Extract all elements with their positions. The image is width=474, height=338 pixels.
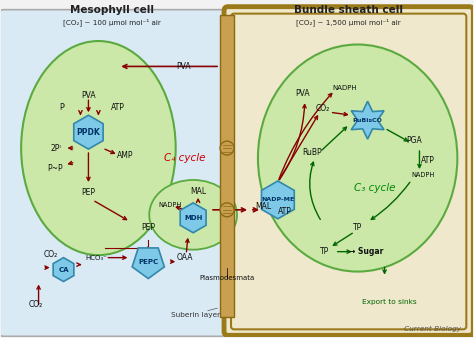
Polygon shape <box>53 258 74 282</box>
Text: CO₂: CO₂ <box>44 250 58 259</box>
Text: PVA: PVA <box>81 91 96 100</box>
Text: PEPC: PEPC <box>138 259 158 265</box>
Text: Plasmodesmata: Plasmodesmata <box>200 274 255 281</box>
Text: PGA: PGA <box>407 136 422 145</box>
Text: MDH: MDH <box>184 215 202 221</box>
Text: PEP: PEP <box>141 223 155 232</box>
Polygon shape <box>74 115 103 149</box>
Text: PPDK: PPDK <box>77 128 100 137</box>
Text: TP: TP <box>320 247 329 256</box>
Text: NADPH: NADPH <box>412 172 435 178</box>
Text: Bundle sheath cell: Bundle sheath cell <box>294 5 403 15</box>
Text: P~P: P~P <box>48 164 64 172</box>
Text: 2Pᴵ: 2Pᴵ <box>50 144 61 152</box>
Polygon shape <box>132 248 164 279</box>
Text: OAA: OAA <box>177 253 193 262</box>
Polygon shape <box>351 101 384 139</box>
Text: TP: TP <box>353 223 362 232</box>
Text: RuBisCO: RuBisCO <box>353 118 383 123</box>
Circle shape <box>220 141 234 155</box>
Text: Pᴵ: Pᴵ <box>60 103 65 112</box>
Text: PVA: PVA <box>295 89 310 98</box>
Text: Mesophyll cell: Mesophyll cell <box>70 5 155 15</box>
Polygon shape <box>262 181 294 219</box>
Text: C₃ cycle: C₃ cycle <box>354 183 395 193</box>
Text: [CO₂] ~ 100 μmol mol⁻¹ air: [CO₂] ~ 100 μmol mol⁻¹ air <box>64 19 161 26</box>
Text: RuBP: RuBP <box>302 148 321 156</box>
Text: CO₂: CO₂ <box>28 300 43 309</box>
Text: Current Biology: Current Biology <box>404 326 461 332</box>
Bar <box>220 15 234 317</box>
Circle shape <box>220 203 234 217</box>
Ellipse shape <box>21 41 176 255</box>
FancyBboxPatch shape <box>224 7 474 335</box>
Text: MAL: MAL <box>190 187 206 196</box>
Text: Suberin layer: Suberin layer <box>171 312 219 318</box>
Text: HCO₃⁻: HCO₃⁻ <box>85 255 107 261</box>
Text: Export to sinks: Export to sinks <box>362 299 417 306</box>
Ellipse shape <box>149 180 237 250</box>
Text: PVA: PVA <box>176 62 191 71</box>
Text: NADPH: NADPH <box>159 202 182 208</box>
Text: → Sugar: → Sugar <box>349 247 384 256</box>
FancyBboxPatch shape <box>0 10 226 336</box>
Text: C₄ cycle: C₄ cycle <box>164 153 206 163</box>
Text: ATP: ATP <box>111 103 125 112</box>
Text: [CO₂] ~ 1,500 μmol mol⁻¹ air: [CO₂] ~ 1,500 μmol mol⁻¹ air <box>296 19 401 26</box>
Text: AMP: AMP <box>117 150 134 160</box>
Polygon shape <box>180 203 206 233</box>
Text: ATP: ATP <box>420 155 434 165</box>
Text: PEP: PEP <box>82 188 95 197</box>
Text: NADP-ME: NADP-ME <box>261 197 294 202</box>
Text: MAL: MAL <box>255 202 271 211</box>
Text: CA: CA <box>58 267 69 272</box>
Text: CO₂: CO₂ <box>316 104 330 113</box>
Text: ATP: ATP <box>278 207 292 216</box>
Text: NADPH: NADPH <box>332 85 357 91</box>
Ellipse shape <box>258 45 457 271</box>
